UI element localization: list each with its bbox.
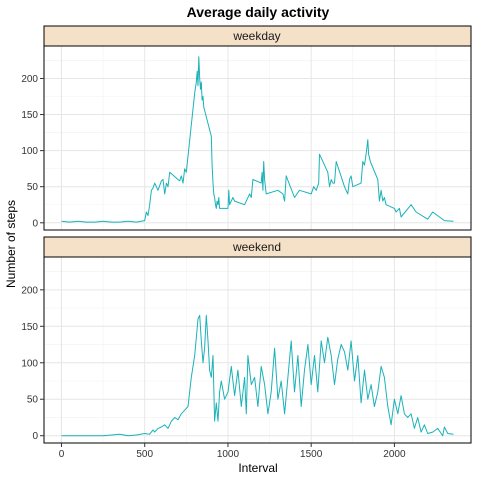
strip-label-weekday: weekday [232, 29, 280, 43]
panel-weekend: weekend 0 50 100 150 200 [21, 237, 471, 443]
y-tick-label: 200 [21, 74, 38, 85]
y-tick-label: 100 [21, 358, 38, 369]
y-tick-label: 50 [27, 182, 39, 193]
panel-background-weekday [44, 46, 471, 230]
x-tick-label: 0 [59, 449, 65, 460]
y-axis-title: Number of steps [4, 200, 18, 288]
y-tick-label: 150 [21, 110, 38, 121]
panel-background-weekend [44, 257, 471, 443]
panel-weekday: weekday 0 50 100 150 200 [21, 26, 471, 230]
y-tick-label: 150 [21, 322, 38, 333]
y-tick-label: 100 [21, 146, 38, 157]
y-tick-label: 200 [21, 285, 38, 296]
y-tick-label: 0 [32, 431, 38, 442]
y-ticks-weekend: 0 50 100 150 200 [21, 285, 44, 442]
x-axis-title: Interval [238, 461, 277, 475]
strip-label-weekend: weekend [232, 240, 281, 254]
chart-title: Average daily activity [187, 4, 330, 20]
x-tick-label: 1000 [217, 449, 240, 460]
x-tick-label: 500 [136, 449, 153, 460]
x-tick-label: 2000 [383, 449, 406, 460]
y-tick-label: 50 [27, 395, 39, 406]
x-axis-ticks: 0 500 1000 1500 2000 [59, 443, 406, 460]
x-tick-label: 1500 [300, 449, 323, 460]
y-tick-label: 0 [32, 218, 38, 229]
y-ticks-weekday: 0 50 100 150 200 [21, 74, 44, 229]
